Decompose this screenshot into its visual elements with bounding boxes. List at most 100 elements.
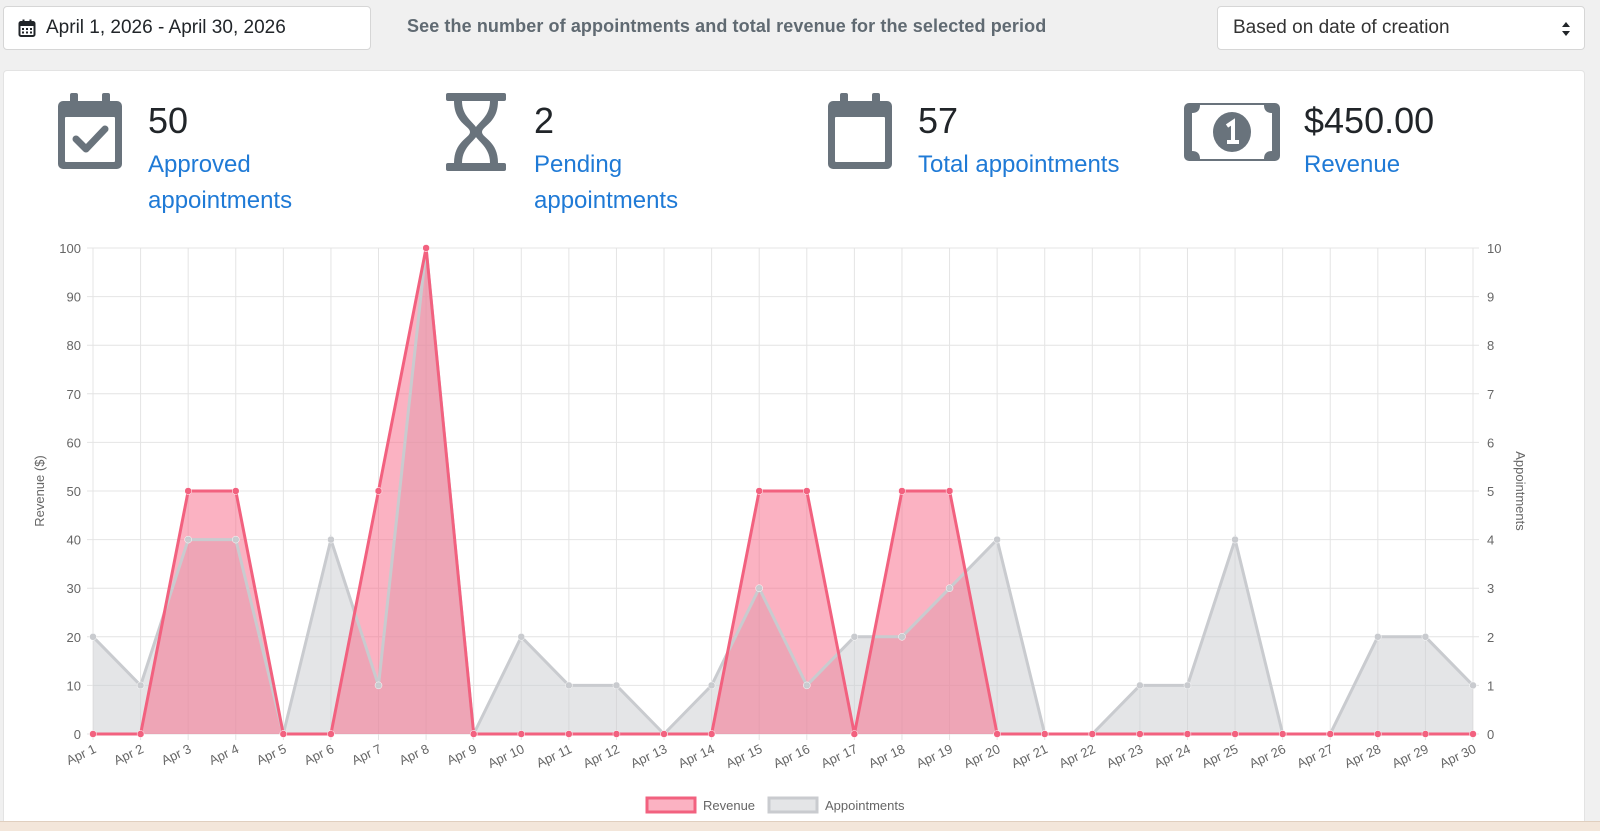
- appointments-point: [993, 535, 1001, 544]
- appointments-point: [136, 681, 145, 690]
- x-tick-label: Apr 22: [1057, 741, 1098, 771]
- appointments-point: [898, 633, 906, 641]
- appointments-point: [184, 535, 192, 544]
- x-tick-label: Apr 30: [1437, 741, 1478, 771]
- x-tick-label: Apr 29: [1390, 741, 1431, 771]
- pending-label-2[interactable]: appointments: [534, 187, 679, 214]
- revenue-point: [517, 730, 526, 738]
- revenue-point: [803, 487, 811, 495]
- x-tick-label: Apr 16: [771, 741, 812, 771]
- revenue-point: [1088, 730, 1097, 738]
- money-bill-icon: [1184, 103, 1280, 161]
- revenue-point: [136, 730, 145, 738]
- revenue-point: [850, 730, 859, 738]
- pending-label-1[interactable]: Pending: [534, 151, 623, 178]
- approved-count: 50: [148, 100, 189, 141]
- revenue-point: [232, 487, 240, 495]
- revenue-label[interactable]: Revenue: [1304, 151, 1401, 178]
- legend-label-appointments: Appointments: [825, 798, 905, 813]
- appointments-point: [707, 681, 716, 690]
- revenue-point: [565, 730, 573, 738]
- date-range-picker[interactable]: April 1, 2026 - April 30, 2026: [3, 6, 371, 50]
- x-tick-label: Apr 23: [1104, 741, 1145, 771]
- x-tick-label: Apr 3: [159, 741, 194, 768]
- y-axis-title: Revenue ($): [32, 455, 47, 527]
- x-tick-label: Apr 11: [534, 741, 574, 770]
- appointments-point: [232, 535, 240, 544]
- revenue-point: [1040, 730, 1049, 738]
- legend-swatch-revenue: [645, 796, 697, 814]
- y-tick-label: 10: [67, 678, 81, 693]
- x-tick-label: Apr 26: [1247, 741, 1288, 771]
- x-tick-label: Apr 19: [914, 741, 955, 771]
- y-tick-label: 30: [67, 581, 81, 596]
- revenue-point: [184, 487, 192, 495]
- x-tick-label: Apr 27: [1294, 741, 1335, 771]
- revenue-amount: $450.00: [1304, 100, 1435, 141]
- revenue-point: [1278, 730, 1287, 738]
- x-tick-label: Apr 28: [1342, 741, 1383, 771]
- date-basis-value: Based on date of creation: [1233, 17, 1450, 38]
- y-tick-label: 100: [59, 241, 81, 256]
- revenue-point: [1374, 730, 1382, 738]
- revenue-point: [1421, 730, 1430, 738]
- appointments-point: [850, 633, 859, 641]
- date-basis-select[interactable]: Based on date of creation: [1217, 6, 1585, 50]
- x-tick-label: Apr 8: [397, 741, 432, 768]
- x-tick-label: Apr 10: [485, 741, 526, 771]
- total-label[interactable]: Total appointments: [918, 151, 1120, 178]
- stat-total: 57 Total appointments: [826, 93, 1119, 183]
- revenue-point: [374, 487, 383, 495]
- appointments-point: [1469, 681, 1477, 690]
- revenue-point: [612, 730, 621, 738]
- y2-tick-label: 4: [1487, 533, 1494, 548]
- y-tick-label: 70: [67, 387, 81, 402]
- calendar-icon: [18, 19, 36, 37]
- y2-tick-label: 10: [1487, 241, 1501, 256]
- x-tick-label: Apr 14: [676, 741, 717, 771]
- calendar-icon: [828, 93, 892, 169]
- x-tick-label: Apr 7: [349, 741, 384, 768]
- revenue-point: [279, 730, 288, 738]
- hourglass-icon: [446, 93, 506, 171]
- revenue-point: [945, 487, 954, 495]
- y-tick-label: 90: [67, 290, 81, 305]
- appointments-point: [612, 681, 621, 690]
- stat-pending: 2 Pending appointments: [446, 93, 678, 219]
- revenue-point: [1136, 730, 1144, 738]
- y-tick-label: 0: [74, 727, 81, 742]
- revenue-point: [1183, 730, 1192, 738]
- y-tick-label: 80: [67, 338, 81, 353]
- y2-tick-label: 1: [1487, 678, 1494, 693]
- appointments-point: [1183, 681, 1192, 690]
- appointments-point: [945, 584, 954, 592]
- x-tick-label: Apr 6: [302, 741, 337, 768]
- revenue-line: [93, 247, 1473, 736]
- appointments-point: [755, 584, 763, 592]
- select-caret-icon: [1562, 22, 1570, 36]
- x-tick-label: Apr 4: [207, 741, 242, 768]
- x-tick-label: Apr 25: [1199, 741, 1240, 771]
- appointments-point: [1231, 535, 1239, 544]
- x-tick-label: Apr 20: [961, 741, 1002, 771]
- revenue-point: [707, 730, 716, 738]
- calendar-check-icon: [58, 93, 122, 169]
- x-tick-label: Apr 1: [64, 741, 99, 768]
- appointments-point: [1421, 633, 1430, 641]
- y2-tick-label: 5: [1487, 484, 1494, 499]
- revenue-point: [469, 730, 478, 738]
- y2-tick-label: 3: [1487, 581, 1494, 596]
- approved-label-2[interactable]: appointments: [148, 187, 293, 214]
- approved-label-1[interactable]: Approved: [148, 151, 251, 178]
- y2-axis-title: Appointments: [1513, 451, 1528, 531]
- revenue-point: [755, 487, 763, 495]
- legend-swatch-appointments: [767, 796, 819, 814]
- y-tick-label: 40: [67, 533, 81, 548]
- revenue-point: [993, 730, 1001, 738]
- period-hint: See the number of appointments and total…: [407, 16, 1047, 36]
- appointments-point: [89, 633, 97, 641]
- y2-tick-label: 8: [1487, 338, 1494, 353]
- x-tick-label: Apr 9: [444, 741, 479, 768]
- revenue-appointments-chart: 0 0 10 1 20 2 30 3 40 4 50 5 60 6 70 7 80 8 90 9 100 10 Apr 1 A…: [32, 241, 1528, 814]
- appointments-point: [1136, 681, 1144, 690]
